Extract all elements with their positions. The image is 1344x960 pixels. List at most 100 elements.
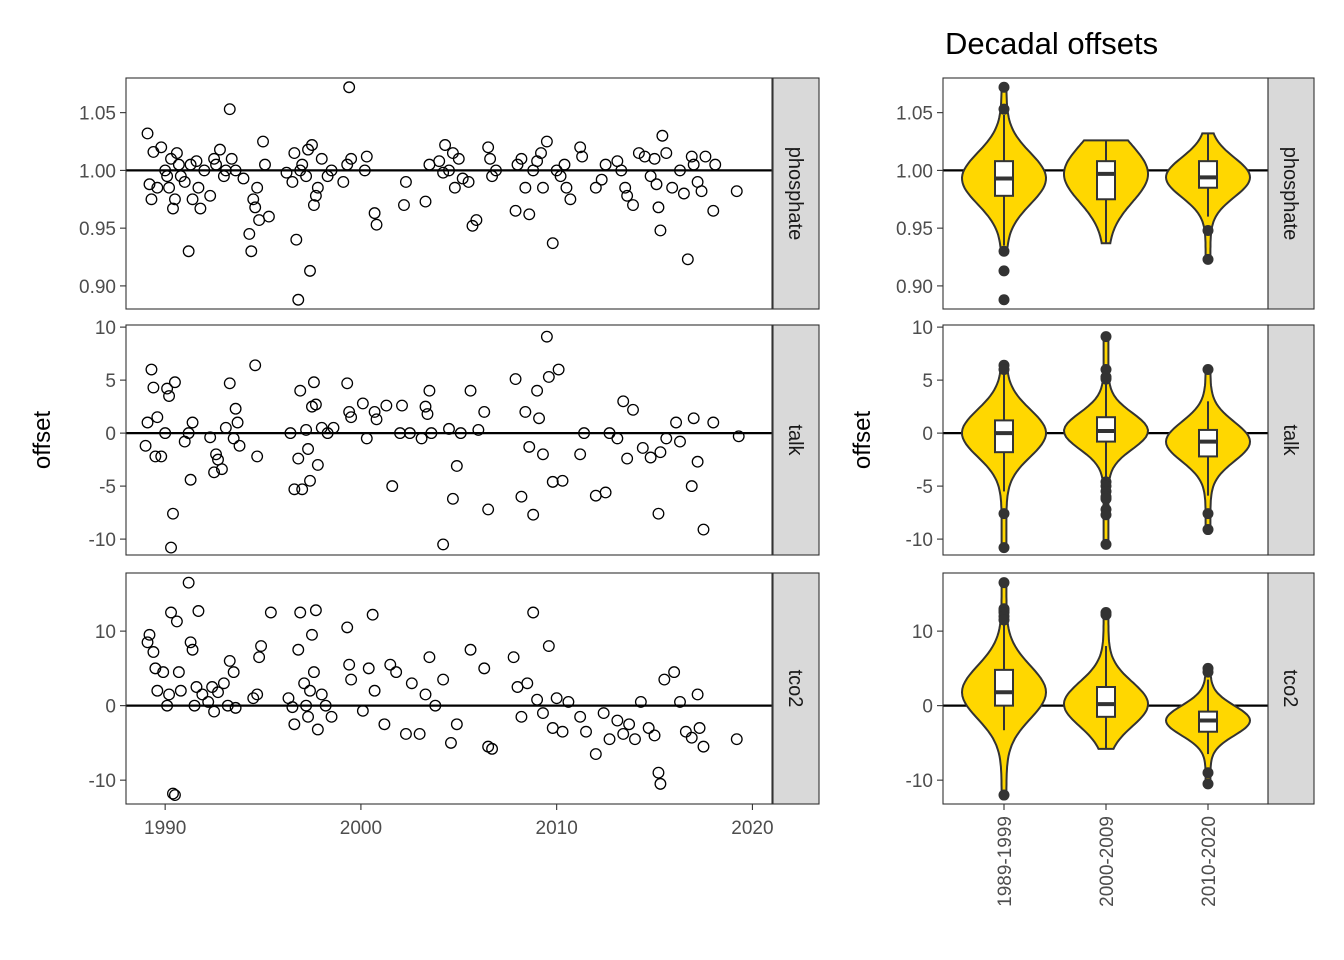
violin-x-tick-label: 2000-2009	[1097, 816, 1118, 907]
scatter-point	[219, 421, 232, 434]
scatter-talk-y-tick-label: 10	[95, 318, 116, 339]
scatter-point	[304, 474, 316, 487]
scatter-phosphate-y-tick-label: 0.90	[79, 277, 116, 298]
scatter-point	[161, 170, 174, 183]
scatter-point	[589, 748, 602, 761]
scatter-point	[445, 736, 457, 749]
scatter-point	[163, 181, 176, 194]
scatter-point	[186, 643, 199, 656]
scatter-point	[149, 662, 162, 675]
scatter-point	[589, 181, 602, 194]
scatter-point	[202, 695, 215, 708]
scatter-point	[578, 427, 591, 440]
violin-tco2-strip	[1267, 572, 1315, 805]
scatter-phosphate-y-tick-label: 1.00	[79, 161, 116, 182]
scatter-point	[151, 411, 164, 424]
scatter-point	[531, 693, 544, 706]
scatter-phosphate-panel-bg	[126, 78, 772, 309]
scatter-point	[515, 710, 528, 723]
scatter-point	[450, 460, 463, 472]
violin-talk-panel-border	[942, 324, 1269, 556]
scatter-point	[464, 384, 477, 397]
scatter-point	[227, 432, 240, 445]
scatter-point	[399, 728, 412, 740]
scatter-point	[292, 643, 305, 656]
scatter-point	[292, 293, 305, 306]
scatter-point	[509, 204, 522, 217]
violin-outlier	[998, 508, 1010, 520]
scatter-point	[556, 725, 569, 738]
scatter-x-tick-label: 2020	[731, 818, 773, 839]
scatter-point	[319, 699, 332, 712]
scatter-point	[564, 193, 577, 206]
scatter-point	[186, 193, 199, 206]
scatter-point	[161, 382, 174, 395]
violin-box	[994, 668, 1014, 707]
violin-outlier	[998, 789, 1010, 801]
scatter-phosphate-strip	[772, 77, 820, 310]
scatter-point	[507, 651, 520, 664]
scatter-point	[621, 452, 634, 465]
violin-outlier	[998, 294, 1010, 306]
scatter-point	[599, 158, 612, 171]
scatter-point	[632, 147, 645, 160]
scatter-point	[636, 441, 649, 454]
scatter-point	[652, 507, 665, 520]
scatter-point	[315, 152, 328, 165]
violin-facet-tco2: -10 0 10 tco2	[906, 572, 1315, 805]
scatter-point	[443, 422, 455, 435]
violin-phosphate-y-tick-label: 0.95	[896, 219, 933, 240]
scatter-point	[229, 164, 242, 177]
scatter-point	[629, 733, 641, 746]
scatter-point	[421, 408, 434, 420]
scatter-point	[707, 204, 720, 217]
scatter-point	[159, 427, 172, 440]
scatter-point	[415, 432, 428, 445]
violin-outlier	[1202, 778, 1214, 790]
scatter-point	[619, 181, 632, 194]
scatter-point	[580, 725, 592, 738]
scatter-point	[192, 605, 205, 617]
scatter-point	[452, 152, 465, 165]
scatter-point	[157, 666, 170, 679]
scatter-point	[345, 152, 358, 165]
scatter-point	[464, 643, 477, 656]
violin-outlier	[998, 364, 1010, 376]
scatter-panels: 0.900.951.001.05phosphate-10-50510talk-1…	[79, 77, 820, 839]
scatter-point	[210, 448, 222, 461]
scatter-point	[257, 135, 269, 148]
scatter-point	[627, 199, 639, 212]
scatter-phosphate-y-tick-label: 0.95	[79, 219, 116, 240]
violin-talk-y-tick-label: 10	[912, 318, 933, 339]
right-y-axis-title: offset	[849, 411, 876, 470]
violin-talk-y-tick-label: 0	[922, 424, 933, 445]
scatter-point	[437, 673, 450, 686]
scatter-point	[155, 450, 168, 463]
scatter-point	[225, 152, 238, 165]
violin-phosphate-panel-border	[942, 77, 1269, 310]
violin-tco2-y-tick-label: 10	[912, 622, 933, 643]
scatter-point	[617, 728, 630, 740]
violin-x-tick-label: 1989-1999	[995, 816, 1016, 907]
scatter-point	[644, 451, 657, 464]
scatter-point	[366, 608, 379, 621]
violin-outlier	[1202, 253, 1214, 265]
scatter-point	[478, 662, 491, 675]
scatter-point	[482, 141, 495, 154]
scatter-point	[470, 214, 483, 227]
scatter-point	[478, 405, 491, 418]
scatter-point	[302, 710, 315, 723]
scatter-point	[300, 170, 313, 183]
violin-phosphate-y-tick-label: 1.00	[896, 161, 933, 182]
scatter-point	[147, 381, 160, 394]
scatter-point	[182, 245, 195, 258]
violin-outlier	[1100, 509, 1112, 521]
scatter-point	[521, 677, 534, 690]
scatter-point	[356, 397, 369, 410]
scatter-point	[574, 448, 587, 461]
scatter-point	[182, 427, 195, 440]
scatter-point	[167, 202, 179, 215]
scatter-point	[294, 606, 307, 619]
violin-outlier	[1202, 524, 1214, 536]
scatter-point	[627, 403, 639, 416]
